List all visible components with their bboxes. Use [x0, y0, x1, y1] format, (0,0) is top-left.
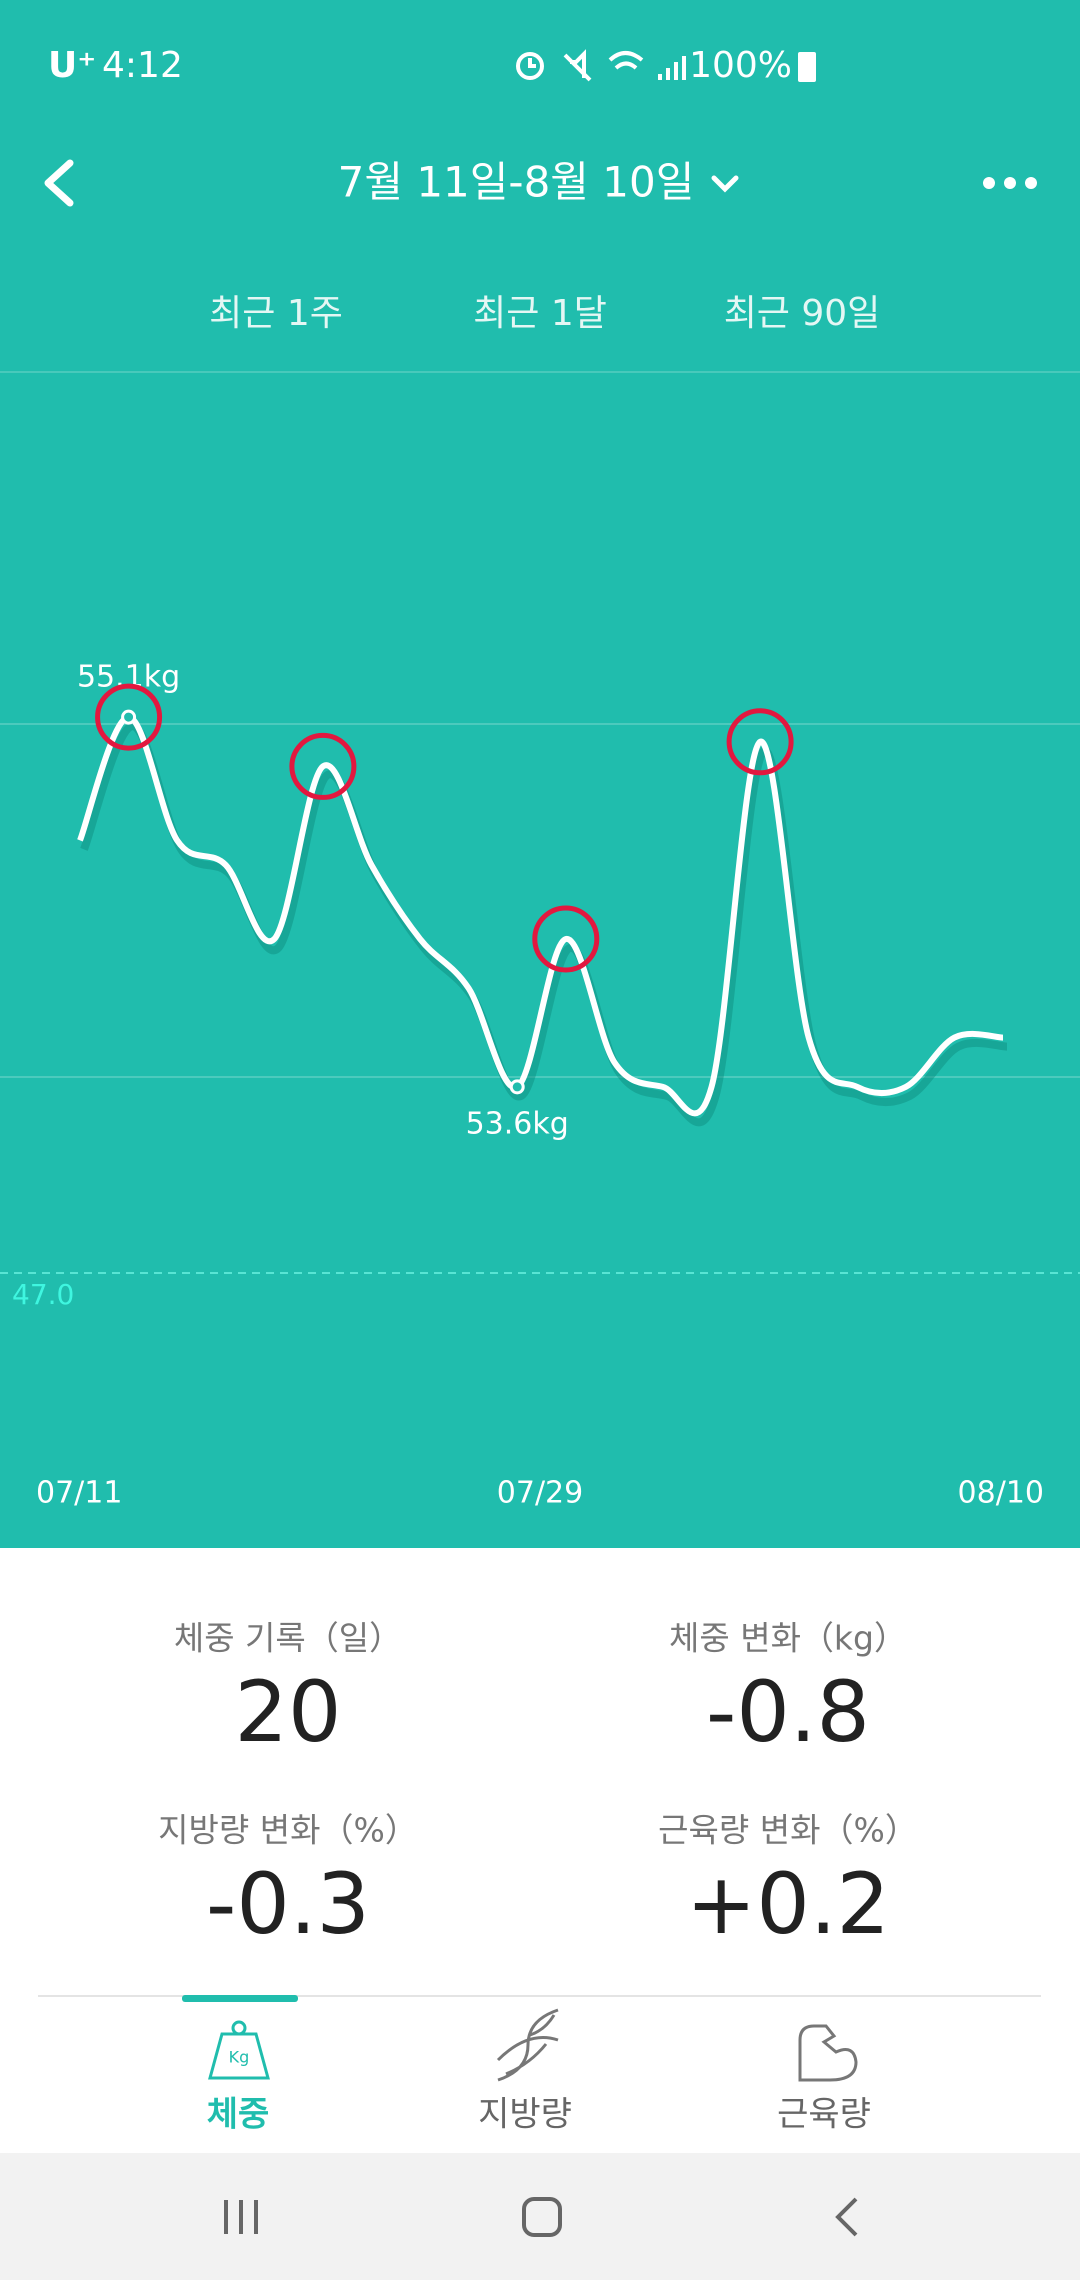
point-marker [121, 709, 137, 725]
highlight-circle [95, 683, 163, 751]
nav-label[interactable]: 지방량 [478, 2095, 572, 2135]
value-label: 53.6kg [466, 1106, 569, 1141]
period-tab[interactable]: 최근 1달 [473, 293, 607, 334]
system-nav-bar [0, 2153, 1080, 2280]
stat-value: -0.8 [706, 1663, 870, 1761]
stat-value: +0.2 [686, 1855, 890, 1953]
stat-label: 체중 기록（일） [174, 1619, 402, 1658]
highlight-circle [532, 905, 600, 973]
back-button[interactable] [44, 159, 74, 207]
nav-label[interactable]: 체중 [207, 2095, 270, 2135]
stat-value: -0.3 [206, 1855, 370, 1953]
stat-label: 체중 변화（kg） [669, 1619, 907, 1658]
x-axis-label: 07/11 [36, 1476, 122, 1511]
battery-icon [798, 52, 816, 82]
fat-icon[interactable] [496, 2008, 559, 2082]
header-title[interactable]: 7월 11일-8월 10일 [338, 158, 695, 207]
highlight-circle [726, 708, 794, 776]
time: 4:12 [102, 45, 183, 86]
weight-icon[interactable]: Kg [208, 2020, 270, 2080]
status-icons [516, 49, 686, 82]
x-axis-label: 07/29 [497, 1476, 583, 1511]
period-tab[interactable]: 최근 90일 [724, 293, 881, 334]
weight-line [77, 714, 1004, 1117]
chart-background [0, 0, 1080, 1548]
battery-level: 100% [689, 45, 792, 86]
stat-value: 20 [235, 1663, 342, 1761]
nav-label[interactable]: 근육량 [777, 2095, 871, 2135]
stat-label: 근육량 변화（%） [658, 1811, 918, 1850]
svg-text:Kg: Kg [229, 2048, 250, 2067]
muscle-icon[interactable] [798, 2024, 858, 2082]
stat-label: 지방량 변화（%） [158, 1811, 418, 1850]
more-button[interactable] [983, 177, 1037, 189]
point-marker [509, 1079, 525, 1095]
period-tab[interactable]: 최근 1주 [209, 293, 343, 334]
stats-background [0, 1548, 1080, 2153]
dropdown-icon[interactable] [711, 175, 739, 193]
value-label: 55.1kg [77, 660, 180, 695]
active-tab-indicator [182, 1995, 298, 2002]
x-axis-label: 08/10 [958, 1476, 1044, 1511]
system-buttons[interactable] [224, 2197, 858, 2237]
goal-label: 47.0 [12, 1278, 74, 1311]
carrier: U⁺ [48, 45, 96, 86]
highlight-circle [289, 732, 357, 800]
